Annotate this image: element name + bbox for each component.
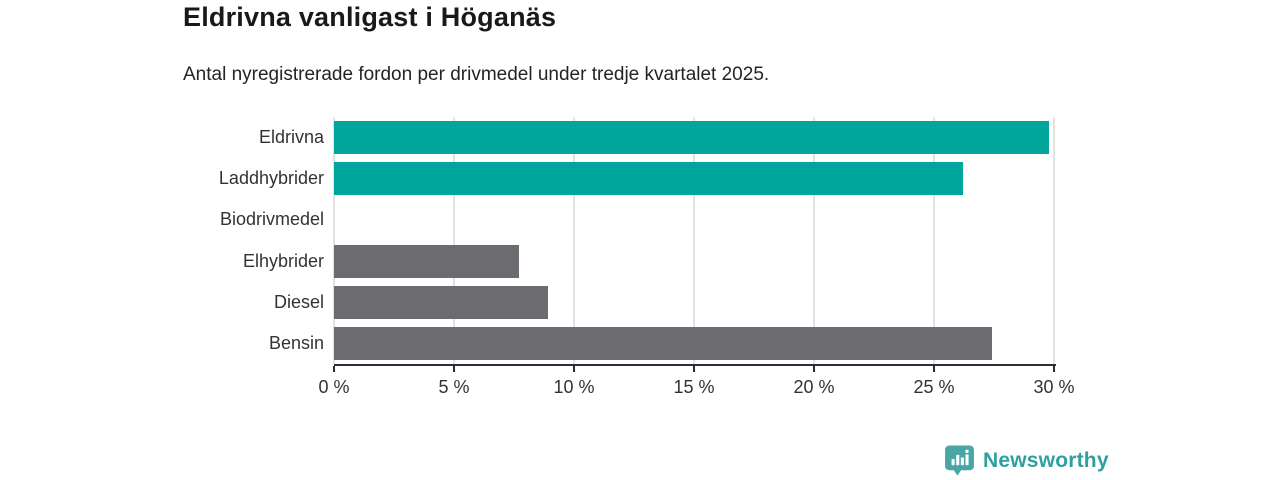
bar-row: Biodrivmedel bbox=[220, 199, 1054, 240]
bar-row: Elhybrider bbox=[243, 241, 1054, 282]
category-label: Eldrivna bbox=[258, 127, 324, 148]
gridline bbox=[933, 117, 935, 364]
bar-row: Diesel bbox=[274, 282, 1054, 323]
x-tick-label: 15 % bbox=[673, 377, 715, 397]
x-tick-label: 20 % bbox=[793, 377, 835, 397]
x-axis-tick bbox=[453, 366, 455, 372]
bar bbox=[334, 121, 1050, 155]
x-tick-label: 5 % bbox=[438, 377, 470, 397]
newsworthy-brand-link[interactable]: Newsworthy bbox=[944, 444, 1109, 477]
x-axis-tick bbox=[693, 366, 695, 372]
gridline bbox=[333, 117, 335, 364]
category-label: Biodrivmedel bbox=[219, 209, 324, 230]
category-label: Elhybrider bbox=[242, 250, 324, 271]
category-label: Bensin bbox=[268, 332, 324, 353]
x-axis-tick bbox=[1053, 366, 1055, 372]
x-tick-label: 10 % bbox=[553, 377, 595, 397]
gridline bbox=[573, 117, 575, 364]
bar bbox=[334, 326, 992, 360]
newsworthy-logo-icon bbox=[945, 445, 974, 476]
category-label: Diesel bbox=[273, 291, 324, 312]
chart-title: Eldrivna vanligast i Höganäs bbox=[183, 2, 557, 32]
x-axis-line bbox=[334, 364, 1056, 366]
bar bbox=[334, 244, 519, 278]
bar bbox=[334, 285, 548, 319]
bar bbox=[334, 162, 963, 196]
category-label: Laddhybrider bbox=[218, 168, 324, 189]
x-tick-label: 0 % bbox=[318, 377, 350, 397]
gridline bbox=[453, 117, 455, 364]
brand-name: Newsworthy bbox=[983, 448, 1109, 472]
x-tick-label: 30 % bbox=[1033, 377, 1075, 397]
x-axis-tick bbox=[813, 366, 815, 372]
chart-subtitle: Antal nyregistrerade fordon per drivmede… bbox=[183, 64, 770, 85]
gridline bbox=[1053, 117, 1055, 364]
gridline bbox=[693, 117, 695, 364]
x-tick-label: 25 % bbox=[913, 377, 955, 397]
bar-row: Eldrivna bbox=[259, 117, 1054, 158]
bar-row: Laddhybrider bbox=[219, 158, 1054, 199]
x-axis-tick bbox=[933, 366, 935, 372]
bar-chart-plot-area: Eldrivna Laddhybrider Biodrivmedel Elhybrid… bbox=[219, 117, 1075, 397]
gridline bbox=[813, 117, 815, 364]
x-axis-tick bbox=[333, 366, 335, 372]
x-axis-tick bbox=[573, 366, 575, 372]
bar-row: Bensin bbox=[269, 323, 1054, 364]
